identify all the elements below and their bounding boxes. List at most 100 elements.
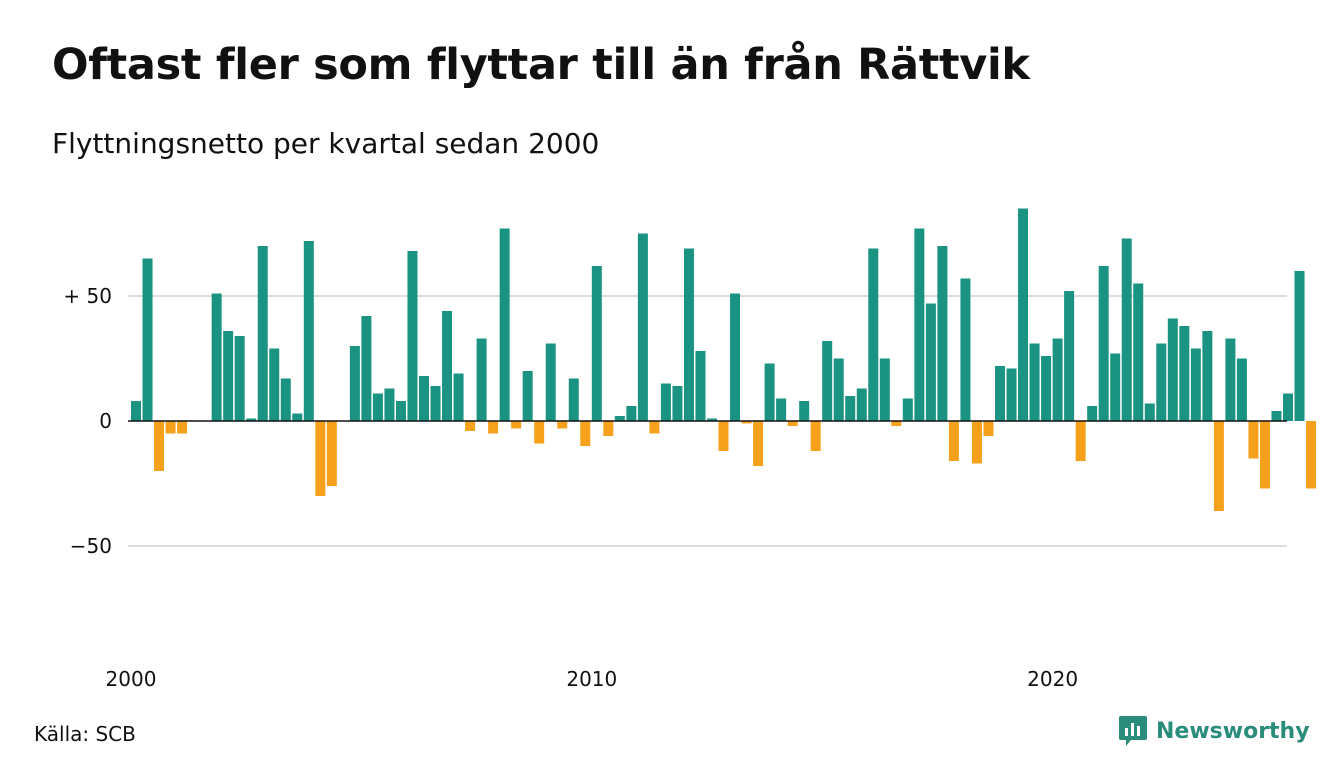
bar <box>326 421 337 486</box>
bar <box>649 421 660 434</box>
bar <box>695 351 706 421</box>
bar <box>303 241 314 421</box>
bar <box>1052 338 1063 421</box>
bar <box>257 246 268 421</box>
bar <box>1098 266 1109 421</box>
bar <box>1006 368 1017 421</box>
bar <box>810 421 821 451</box>
bar <box>1041 356 1052 421</box>
bar <box>1064 291 1075 421</box>
bar <box>1075 421 1086 461</box>
bar <box>1156 343 1167 421</box>
bar <box>1144 403 1155 421</box>
bar <box>407 251 418 421</box>
bar <box>1087 406 1098 421</box>
bar <box>476 338 487 421</box>
bar <box>442 311 453 421</box>
bar <box>1110 353 1121 421</box>
bar <box>787 421 798 426</box>
chart-title: Oftast fler som flyttar till än från Rät… <box>52 40 1030 90</box>
bar <box>499 228 510 421</box>
bar <box>1271 411 1282 421</box>
x-tick-label: 2020 <box>1027 667 1078 691</box>
bar <box>269 348 280 421</box>
bar <box>1259 421 1270 489</box>
bar <box>1283 393 1293 421</box>
bar <box>177 421 188 434</box>
bar <box>430 386 441 421</box>
bar <box>776 398 787 421</box>
bar-chart: + 50 0 −50 2000 2010 2020 <box>63 208 1317 691</box>
bar <box>799 401 810 421</box>
bar <box>1167 318 1178 421</box>
bar <box>833 358 844 421</box>
bar <box>1306 421 1317 489</box>
bar <box>1213 421 1224 511</box>
bar <box>764 363 775 421</box>
bar <box>660 383 671 421</box>
bar <box>419 376 429 421</box>
bar <box>1121 238 1132 421</box>
brand-logo[interactable]: Newsworthy <box>1118 714 1310 748</box>
bar <box>361 316 372 421</box>
bar <box>983 421 994 436</box>
bar <box>568 378 579 421</box>
bar <box>707 418 717 421</box>
bar <box>1029 343 1040 421</box>
bar <box>591 266 602 421</box>
bar <box>534 421 545 444</box>
bar <box>395 401 406 421</box>
bar <box>511 421 522 429</box>
bar <box>453 373 464 421</box>
bar <box>1294 271 1305 421</box>
bar <box>1018 208 1029 421</box>
bar <box>234 336 245 421</box>
bar <box>372 393 383 421</box>
bar <box>718 421 729 451</box>
bar <box>165 421 176 434</box>
bar <box>914 228 925 421</box>
x-tick-label: 2000 <box>106 667 157 691</box>
bar <box>557 421 568 429</box>
bar <box>131 401 141 421</box>
bar <box>637 233 648 421</box>
bar <box>1236 358 1247 421</box>
bar <box>822 341 833 421</box>
bar <box>741 421 752 424</box>
bar <box>1248 421 1259 459</box>
bar <box>1190 348 1201 421</box>
bar <box>142 258 153 421</box>
bar <box>292 413 303 421</box>
y-tick-label: 0 <box>99 409 112 433</box>
bar <box>223 331 234 421</box>
bars <box>131 208 1317 511</box>
bar <box>545 343 556 421</box>
bar <box>626 406 637 421</box>
bar <box>580 421 591 446</box>
bar <box>246 418 257 421</box>
bar <box>995 366 1005 421</box>
bar <box>971 421 982 464</box>
bar <box>1133 283 1144 421</box>
y-tick-label: −50 <box>70 534 112 558</box>
x-tick-label: 2010 <box>566 667 617 691</box>
grid-lines <box>128 295 1287 547</box>
bar <box>948 421 959 461</box>
bar <box>879 358 890 421</box>
source-note: Källa: SCB <box>34 722 136 746</box>
bar <box>349 346 360 421</box>
bar <box>753 421 764 466</box>
bar <box>845 396 856 421</box>
bar <box>280 378 291 421</box>
x-axis: 2000 2010 2020 <box>106 667 1079 691</box>
bar <box>488 421 499 434</box>
bar <box>902 398 913 421</box>
bar <box>1225 338 1236 421</box>
bar <box>730 293 741 421</box>
bar <box>211 293 222 421</box>
bar <box>384 388 395 421</box>
bar <box>465 421 476 431</box>
bar <box>683 248 694 421</box>
bar <box>868 248 879 421</box>
bar <box>1179 326 1190 421</box>
